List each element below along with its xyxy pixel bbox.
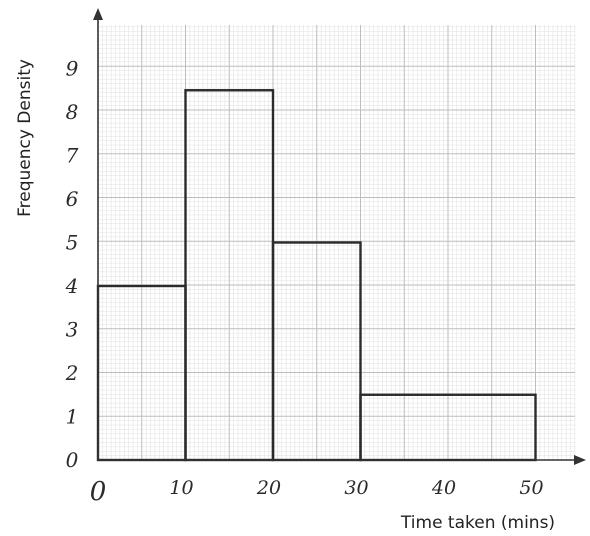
y-tick-label: 2: [65, 361, 79, 385]
y-tick-label: 8: [66, 100, 79, 124]
y-tick-label: 9: [66, 57, 79, 81]
y-tick-label: 1: [66, 405, 79, 429]
axes: [93, 8, 586, 465]
y-axis-label: Frequency Density: [15, 59, 35, 217]
x-axis-label: Time taken (mins): [400, 513, 555, 533]
grid-minor-lines: [98, 25, 576, 460]
y-tick-label: 6: [66, 187, 79, 211]
x-axis-arrow: [574, 455, 586, 465]
y-tick-label: 3: [66, 318, 79, 342]
y-tick-labels: 0 1 2 3 4 5 6 7 8 9: [65, 57, 79, 473]
x-tick-label: 10: [169, 477, 193, 499]
y-tick-label: 7: [66, 144, 79, 168]
x-tick-label: 40: [431, 477, 456, 499]
y-tick-label: 4: [65, 274, 79, 298]
x-tick-labels: 0 10 20 30 40 50: [90, 477, 544, 507]
x-tick-label: 20: [256, 477, 281, 499]
x-tick-label: 0: [90, 477, 107, 507]
x-tick-label: 50: [519, 477, 543, 499]
x-tick-label: 30: [344, 477, 368, 499]
y-tick-label: 5: [66, 231, 79, 255]
y-axis-arrow: [93, 8, 103, 20]
y-tick-label: 0: [66, 448, 79, 472]
